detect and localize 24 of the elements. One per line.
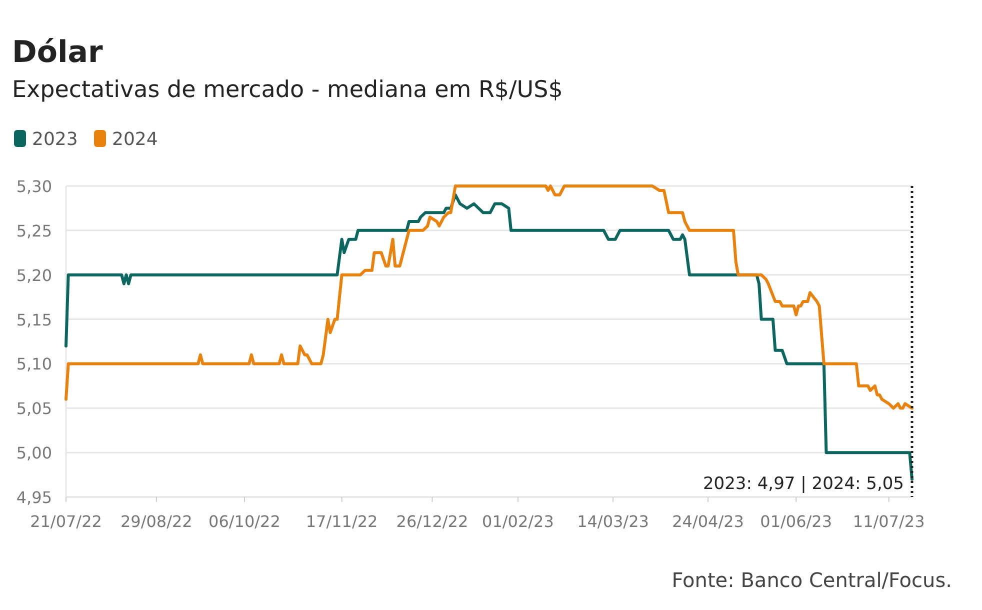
x-tick-label: 26/12/22 (396, 512, 468, 531)
x-tick-label: 11/07/23 (852, 512, 925, 531)
y-tick-label: 5,10 (16, 354, 52, 374)
y-tick-label: 5,30 (16, 177, 52, 196)
x-tick-label: 14/03/23 (577, 512, 649, 531)
chart-title: Dólar (12, 35, 104, 70)
source-note: Fonte: Banco Central/Focus. (672, 568, 952, 592)
ref-line-label: 2023: 4,97 | 2024: 5,05 (702, 474, 904, 494)
y-tick-label: 5,15 (16, 310, 52, 330)
legend-label: 2024 (112, 129, 158, 150)
x-tick-label: 17/11/22 (306, 512, 378, 531)
x-tick-label: 21/07/22 (30, 512, 102, 531)
y-tick-label: 5,20 (16, 266, 52, 285)
x-tick-label: 29/08/22 (120, 512, 192, 531)
y-tick-label: 5,00 (16, 444, 52, 463)
x-tick-label: 01/06/23 (760, 512, 832, 531)
legend-label: 2023 (32, 129, 78, 150)
y-tick-label: 4,95 (16, 488, 52, 507)
x-tick-label: 24/04/23 (672, 512, 744, 531)
x-tick-label: 06/10/22 (208, 512, 280, 531)
y-tick-label: 5,25 (16, 221, 52, 240)
chart-subtitle: Expectativas de mercado - mediana em R$/US$ (12, 77, 563, 103)
y-tick-label: 5,05 (16, 399, 52, 418)
x-tick-label: 01/02/23 (482, 512, 554, 531)
